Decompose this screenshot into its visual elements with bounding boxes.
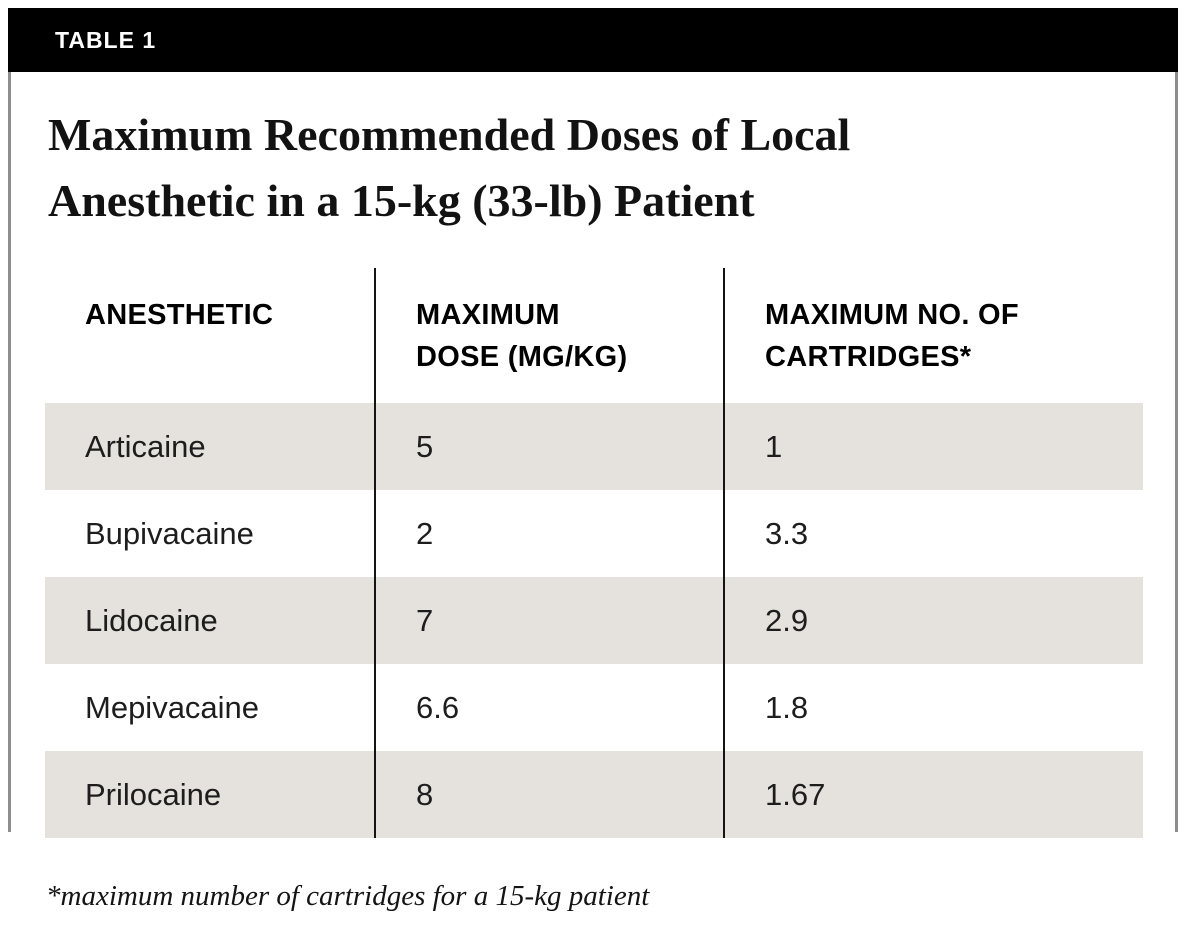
dose-table-body: Articaine 5 1 Bupivacaine 2 3.3 Lidocain… [45,403,1143,838]
table-title-line-1: Maximum Recommended Doses of Local [48,109,851,160]
table-row-bupivacaine: Bupivacaine 2 3.3 [45,490,1143,577]
table-number-label: TABLE 1 [55,26,157,53]
column-header-max-cartridges: MAXIMUM NO. OF CARTRIDGES* [723,268,1143,403]
cell-max-dose: 2 [374,490,724,577]
cell-max-dose: 8 [374,751,724,838]
cell-max-cartridges: 3.3 [723,490,1143,577]
cell-anesthetic: Bupivacaine [85,515,254,551]
table-title-line-2: Anesthetic in a 15-kg (33-lb) Patient [48,175,755,226]
header-row: ANESTHETIC MAXIMUM DOSE (MG/KG) MAXIMUM … [45,268,1143,403]
cell-max-dose: 6.6 [374,664,724,751]
cell-max-cartridges: 1 [723,403,1143,490]
dose-table: ANESTHETIC MAXIMUM DOSE (MG/KG) MAXIMUM … [45,268,1143,838]
cell-max-dose: 7 [374,577,724,664]
table-row-prilocaine: Prilocaine 8 1.67 [45,751,1143,838]
cell-max-cartridges: 1.67 [723,751,1143,838]
column-header-anesthetic: ANESTHETIC [85,299,274,331]
table-footnote: *maximum number of cartridges for a 15-k… [46,880,650,912]
table-number-bar: TABLE 1 [8,8,1178,72]
cell-anesthetic: Lidocaine [85,602,218,638]
column-header-max-dose: MAXIMUM DOSE (MG/KG) [374,268,724,403]
cell-max-dose: 5 [374,403,724,490]
cell-max-cartridges: 2.9 [723,577,1143,664]
cell-anesthetic: Articaine [85,428,206,464]
table-row-lidocaine: Lidocaine 7 2.9 [45,577,1143,664]
cell-anesthetic: Prilocaine [85,776,222,812]
table-title: Maximum Recommended Doses of Local Anest… [48,102,1078,234]
table-row-mepivacaine: Mepivacaine 6.6 1.8 [45,664,1143,751]
table-row-articaine: Articaine 5 1 [45,403,1143,490]
dose-table-header: ANESTHETIC MAXIMUM DOSE (MG/KG) MAXIMUM … [45,268,1143,403]
cell-max-cartridges: 1.8 [723,664,1143,751]
cell-anesthetic: Mepivacaine [85,689,260,725]
